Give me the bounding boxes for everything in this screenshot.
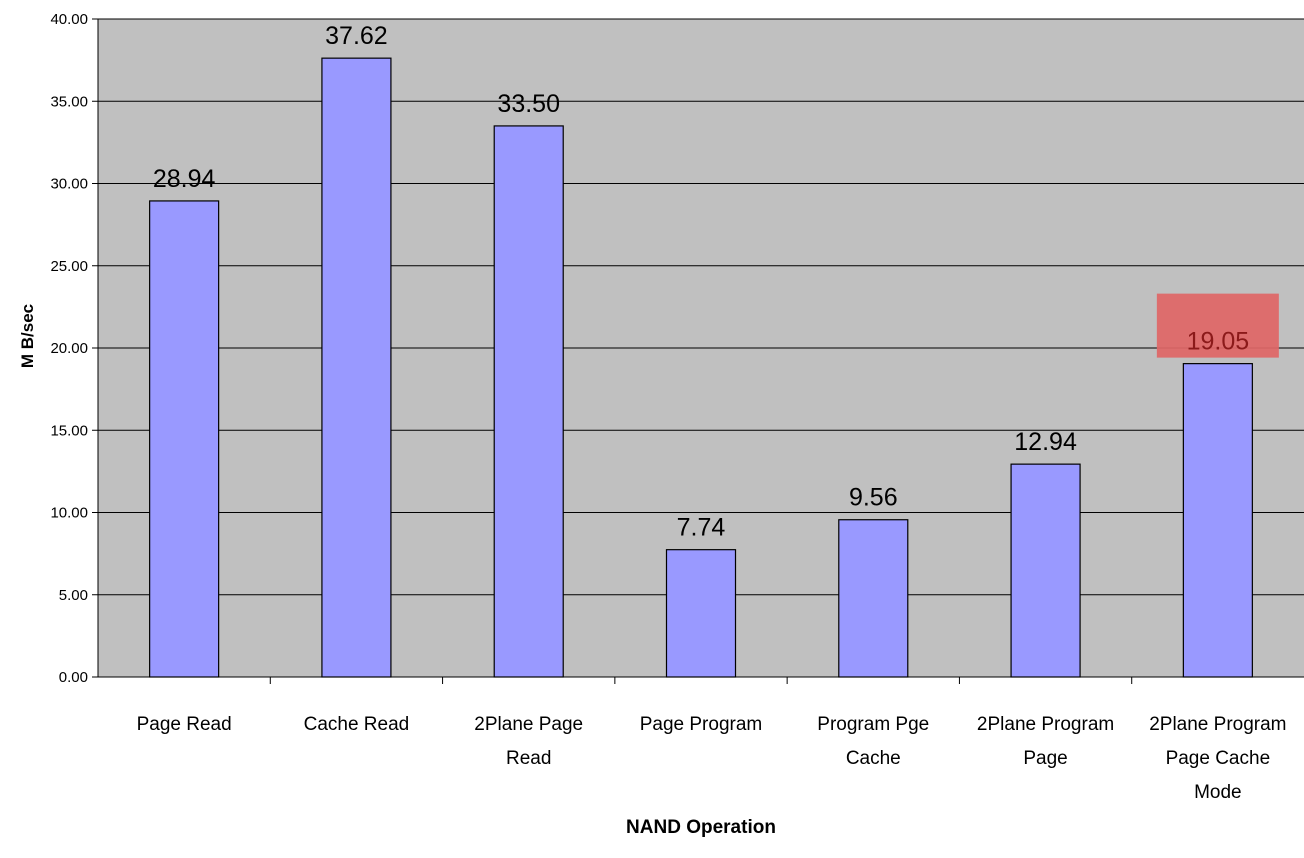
x-tick-label: Page Program bbox=[640, 714, 763, 735]
x-tick-label: Page Read bbox=[137, 714, 232, 735]
x-tick-label: Page Cache bbox=[1166, 748, 1271, 769]
data-label: 28.94 bbox=[153, 165, 216, 193]
data-label: 37.62 bbox=[325, 22, 388, 50]
y-tick-label: 20.00 bbox=[50, 340, 88, 357]
x-axis-title: NAND Operation bbox=[626, 817, 776, 838]
bar bbox=[838, 519, 909, 678]
data-label: 7.74 bbox=[677, 514, 726, 542]
data-label: 12.94 bbox=[1014, 428, 1077, 456]
y-tick-label: 5.00 bbox=[59, 587, 88, 604]
data-labels: 28.94 37.62 33.50 7.74 9.56 12.94 19.05 bbox=[153, 22, 1249, 542]
axes bbox=[92, 18, 1304, 684]
y-tick-label: 25.00 bbox=[50, 258, 88, 275]
bar bbox=[149, 200, 220, 678]
bars bbox=[149, 57, 1253, 678]
y-tick-label: 30.00 bbox=[50, 176, 88, 193]
data-label: 9.56 bbox=[849, 484, 898, 512]
x-tick-label: Cache bbox=[846, 748, 901, 769]
data-label: 33.50 bbox=[497, 90, 560, 118]
bar bbox=[493, 125, 564, 678]
y-axis-title: M B/sec bbox=[18, 304, 37, 368]
x-tick-label: 2Plane Program bbox=[977, 714, 1114, 735]
x-tick-label: Program Pge bbox=[817, 714, 929, 735]
x-tick-label: Cache Read bbox=[304, 714, 410, 735]
x-tick-label: Mode bbox=[1194, 782, 1242, 803]
highlight-layer bbox=[1156, 293, 1279, 358]
y-tick-label: 10.00 bbox=[50, 505, 88, 522]
data-label: 19.05 bbox=[1187, 328, 1250, 356]
x-tick-label: Page bbox=[1023, 748, 1067, 769]
gridlines bbox=[98, 18, 1304, 596]
y-tick-label: 35.00 bbox=[50, 93, 88, 110]
bar bbox=[1010, 463, 1081, 678]
bar bbox=[665, 549, 737, 678]
y-tick-labels: 0.00 5.00 10.00 15.00 20.00 25.00 30.00 35.00 40… bbox=[50, 11, 88, 686]
highlight-box bbox=[1156, 293, 1279, 358]
x-tick-label: 2Plane Program bbox=[1149, 714, 1286, 735]
bar bbox=[321, 57, 392, 678]
x-tick-label: 2Plane Page bbox=[474, 714, 583, 735]
y-tick-label: 0.00 bbox=[59, 669, 88, 686]
bar bbox=[1182, 363, 1253, 678]
y-tick-label: 15.00 bbox=[50, 422, 88, 439]
y-tick-label: 40.00 bbox=[50, 11, 88, 28]
x-tick-labels: Page Read Cache Read 2Plane Page Read Page P… bbox=[137, 714, 1287, 803]
x-tick-label: Read bbox=[506, 748, 551, 769]
